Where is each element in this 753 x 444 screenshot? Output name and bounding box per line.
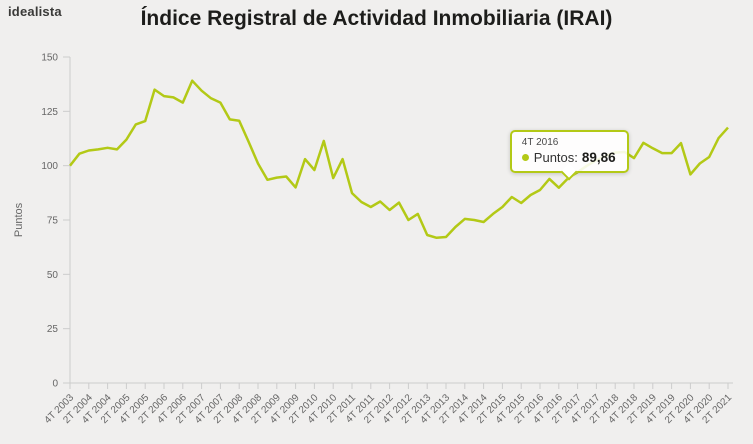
y-axis-tick-label: 50 [47, 270, 59, 281]
y-axis-tick-label: 0 [52, 379, 58, 390]
chart-plot-area[interactable] [70, 57, 733, 383]
series-marker-dot [521, 153, 529, 161]
y-axis-tick-label: 150 [41, 53, 58, 64]
page-title: Índice Registral de Actividad Inmobiliar… [140, 7, 613, 30]
y-axis-tick-label: 25 [47, 324, 59, 335]
y-axis-title: Puntos [13, 202, 25, 237]
idealista-logo: idealista [8, 4, 62, 19]
tooltip-series-label: Puntos: [533, 149, 578, 165]
y-axis-tick-label: 100 [41, 161, 58, 172]
tooltip-value: 89,86 [581, 149, 616, 165]
chart-tooltip: 4T 2016 Puntos: 89,86 [509, 129, 629, 181]
tooltip-period: 4T 2016 [521, 136, 559, 148]
y-axis-tick-label: 75 [47, 216, 59, 227]
y-axis-tick-label: 125 [41, 107, 58, 118]
